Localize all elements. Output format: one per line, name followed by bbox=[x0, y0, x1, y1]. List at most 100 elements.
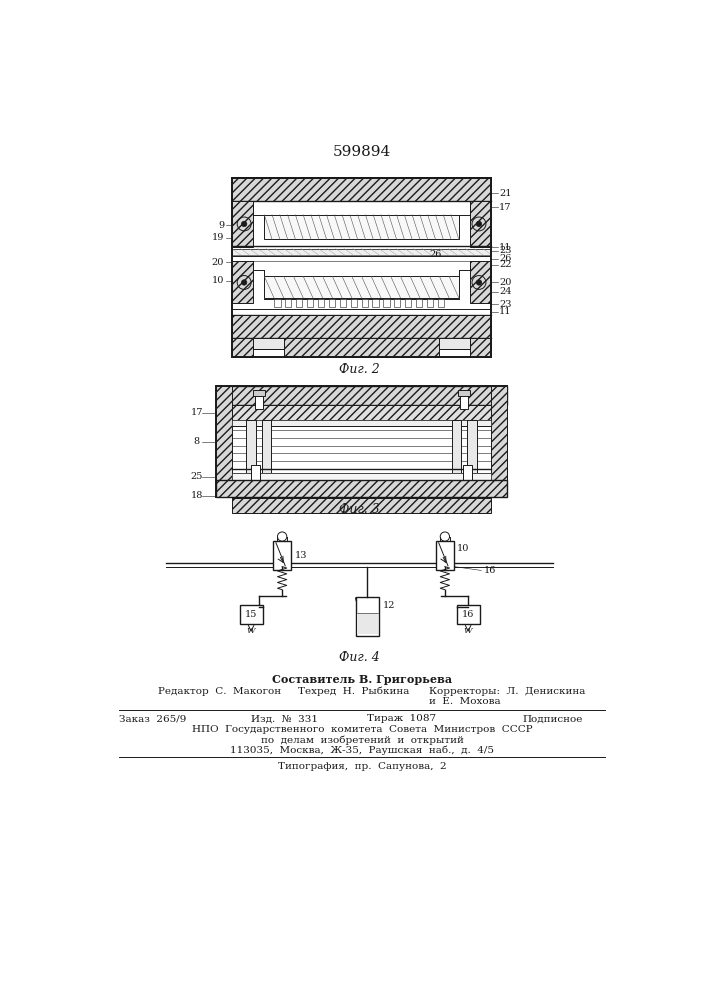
Text: Составитель В. Григорьева: Составитель В. Григорьева bbox=[272, 674, 452, 685]
Text: W: W bbox=[464, 627, 472, 635]
Bar bbox=[284, 338, 438, 357]
Bar bbox=[232, 178, 491, 201]
Bar bbox=[318, 299, 325, 307]
Text: 23: 23 bbox=[499, 300, 512, 309]
Text: Техред  Н.  Рыбкина: Техред Н. Рыбкина bbox=[298, 687, 409, 696]
Text: 20: 20 bbox=[499, 278, 511, 287]
Bar bbox=[469, 261, 491, 303]
Bar bbox=[285, 299, 291, 307]
Text: 11: 11 bbox=[499, 307, 512, 316]
Bar bbox=[356, 597, 379, 636]
Text: НПО  Государственного  комитета  Совета  Министров  СССР: НПО Государственного комитета Совета Мин… bbox=[192, 725, 532, 734]
Text: Редактор  С.  Макогон: Редактор С. Макогон bbox=[158, 687, 281, 696]
Bar bbox=[457, 605, 480, 624]
Bar bbox=[232, 338, 253, 357]
Bar bbox=[307, 299, 313, 307]
Text: 19: 19 bbox=[211, 233, 224, 242]
Bar bbox=[460, 393, 468, 409]
Bar bbox=[253, 338, 284, 349]
Bar bbox=[264, 276, 459, 298]
Text: по  делам  изобретений  и  открытий: по делам изобретений и открытий bbox=[260, 735, 463, 745]
Bar bbox=[232, 249, 491, 255]
Bar bbox=[458, 389, 470, 396]
Bar bbox=[232, 405, 491, 420]
Bar bbox=[405, 299, 411, 307]
Bar bbox=[216, 386, 507, 497]
Bar bbox=[469, 338, 491, 357]
Bar bbox=[340, 299, 346, 307]
Bar bbox=[356, 613, 378, 634]
Text: W: W bbox=[247, 627, 255, 635]
Text: Фиг. 3: Фиг. 3 bbox=[339, 503, 380, 516]
Text: Тираж  1087: Тираж 1087 bbox=[368, 714, 436, 723]
Text: 24: 24 bbox=[499, 287, 512, 296]
Text: 16: 16 bbox=[462, 610, 474, 619]
Text: 12: 12 bbox=[383, 601, 395, 610]
Text: Заказ  265/9: Заказ 265/9 bbox=[119, 714, 187, 723]
Text: 23: 23 bbox=[499, 246, 512, 255]
Bar bbox=[216, 386, 507, 405]
Bar bbox=[427, 299, 433, 307]
Text: 26: 26 bbox=[499, 254, 511, 263]
Text: 10: 10 bbox=[457, 544, 469, 553]
Circle shape bbox=[477, 280, 481, 285]
Bar bbox=[460, 488, 475, 496]
Text: 17: 17 bbox=[499, 203, 512, 212]
Text: 21: 21 bbox=[499, 189, 512, 198]
Bar bbox=[232, 178, 491, 357]
Bar bbox=[232, 420, 491, 426]
Bar bbox=[262, 420, 271, 474]
Bar bbox=[491, 386, 507, 497]
Circle shape bbox=[241, 221, 247, 227]
Text: 22: 22 bbox=[499, 260, 512, 269]
Text: 16: 16 bbox=[484, 566, 496, 575]
Bar bbox=[252, 389, 265, 396]
Text: Изд.  №  331: Изд. № 331 bbox=[251, 714, 318, 723]
Bar bbox=[232, 473, 491, 484]
Text: 9: 9 bbox=[218, 221, 224, 230]
Bar bbox=[240, 605, 263, 624]
Bar bbox=[247, 420, 256, 474]
Bar bbox=[232, 315, 491, 338]
Text: 10: 10 bbox=[211, 276, 224, 285]
Bar bbox=[383, 299, 390, 307]
Bar bbox=[216, 386, 232, 497]
Text: 11: 11 bbox=[499, 243, 512, 252]
Text: 599894: 599894 bbox=[333, 145, 391, 159]
Text: 13: 13 bbox=[295, 551, 307, 560]
Text: 113035,  Москва,  Ж-35,  Раушская  наб.,  д.  4/5: 113035, Москва, Ж-35, Раушская наб., д. … bbox=[230, 745, 494, 755]
Bar bbox=[469, 201, 491, 247]
Text: 17: 17 bbox=[191, 408, 203, 417]
Bar bbox=[462, 465, 472, 492]
Text: Фиг. 2: Фиг. 2 bbox=[339, 363, 380, 376]
Text: 20: 20 bbox=[211, 258, 224, 267]
Bar bbox=[351, 299, 357, 307]
Bar bbox=[329, 299, 335, 307]
Bar bbox=[452, 420, 461, 474]
Text: Фиг. 4: Фиг. 4 bbox=[339, 651, 380, 664]
Text: 25: 25 bbox=[191, 472, 203, 481]
Bar bbox=[361, 299, 368, 307]
Bar bbox=[248, 488, 264, 496]
Bar bbox=[273, 541, 291, 570]
Bar bbox=[274, 299, 281, 307]
Text: 26: 26 bbox=[429, 250, 442, 259]
Circle shape bbox=[477, 221, 481, 227]
Bar bbox=[232, 498, 491, 513]
Text: Типография,  пр.  Сапунова,  2: Типография, пр. Сапунова, 2 bbox=[278, 762, 446, 771]
Bar bbox=[438, 299, 444, 307]
Bar bbox=[436, 541, 454, 570]
Text: и  Е.  Мохова: и Е. Мохова bbox=[429, 697, 501, 706]
Bar bbox=[232, 261, 253, 303]
Bar bbox=[216, 480, 507, 497]
Bar bbox=[373, 299, 379, 307]
Text: 15: 15 bbox=[245, 610, 257, 619]
Bar bbox=[255, 393, 263, 409]
Bar bbox=[251, 465, 260, 492]
Text: Корректоры:  Л.  Денискина: Корректоры: Л. Денискина bbox=[429, 687, 586, 696]
Text: 18: 18 bbox=[191, 491, 203, 500]
Bar bbox=[296, 299, 303, 307]
Bar bbox=[395, 299, 400, 307]
Bar bbox=[232, 201, 253, 247]
Circle shape bbox=[241, 280, 247, 285]
